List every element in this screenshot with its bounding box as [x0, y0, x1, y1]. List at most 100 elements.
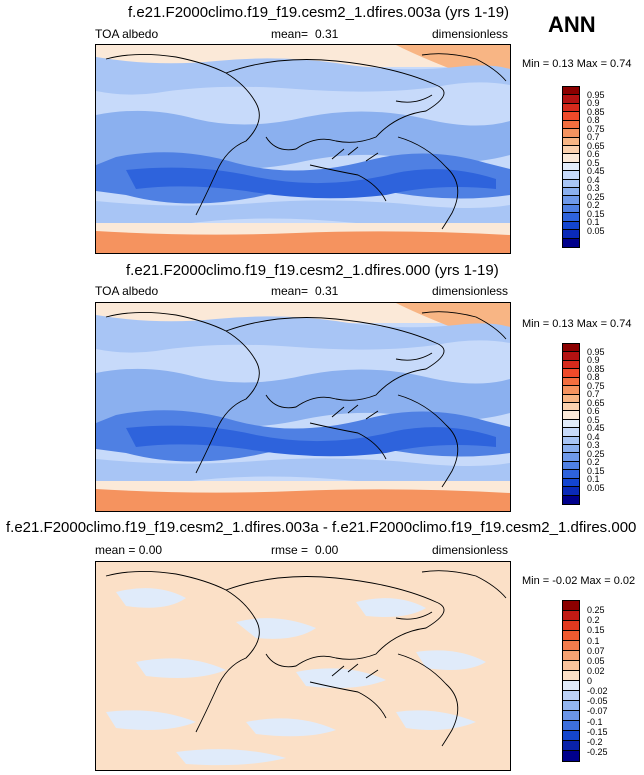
colorbar-tick-label: -0.2: [587, 736, 603, 747]
panel-3-colorbar: [562, 600, 580, 762]
colorbar-swatch: [563, 137, 579, 146]
panel-2-title: f.e21.F2000climo.f19_f19.cesm2_1.dfires.…: [126, 262, 499, 279]
colorbar-tick-label: 0.85: [587, 106, 605, 117]
colorbar-tick-label: 0.95: [587, 89, 605, 100]
colorbar-tick-label: 0.5: [587, 414, 600, 425]
panel-1-mean-value: 0.31: [315, 27, 339, 41]
colorbar-swatch: [563, 487, 579, 496]
colorbar-swatch: [563, 411, 579, 420]
colorbar-swatch: [563, 751, 579, 761]
colorbar-tick-label: 0.65: [587, 140, 605, 151]
panel-2-mean-value: 0.31: [315, 284, 339, 298]
colorbar-swatch: [563, 428, 579, 437]
panel-1-units: dimensionless: [432, 27, 509, 41]
colorbar-swatch: [563, 386, 579, 395]
panel-1-minmax: Min = 0.13 Max = 0.74: [522, 58, 632, 70]
colorbar-tick-label: 0.45: [587, 166, 605, 177]
colorbar-tick-label: 0.7: [587, 132, 600, 143]
colorbar-tick-label: 0.9: [587, 98, 600, 109]
colorbar-swatch: [563, 377, 579, 387]
colorbar-swatch: [563, 478, 579, 488]
colorbar-tick-label: 0.5: [587, 157, 600, 168]
colorbar-swatch: [563, 461, 579, 471]
colorbar-swatch: [563, 87, 579, 96]
colorbar-tick-label: -0.07: [587, 706, 608, 717]
colorbar-swatch: [563, 145, 579, 155]
colorbar-tick-label: 0.2: [587, 200, 600, 211]
colorbar-tick-label: -0.25: [587, 746, 608, 757]
colorbar-tick-label: 0.9: [587, 355, 600, 366]
colorbar-swatch: [563, 213, 579, 222]
colorbar-tick-label: 0.3: [587, 183, 600, 194]
colorbar-tick-label: 0.1: [587, 217, 600, 228]
panel-1-map: [95, 44, 511, 254]
colorbar-swatch: [563, 453, 579, 462]
colorbar-tick-label: 0: [587, 676, 593, 686]
colorbar-tick-label: 0.6: [587, 406, 600, 417]
colorbar-tick-label: 0.07: [587, 645, 605, 656]
colorbar-swatch: [563, 188, 579, 197]
panel-1-variable: TOA albedo: [95, 27, 159, 41]
panel-3-title: f.e21.F2000climo.f19_f19.cesm2_1.dfires.…: [6, 519, 637, 536]
colorbar-tick-label: 0.8: [587, 372, 600, 383]
colorbar-swatch: [563, 419, 579, 429]
panel-1-title: f.e21.F2000climo.f19_f19.cesm2_1.dfires.…: [128, 4, 510, 21]
colorbar-swatch: [563, 129, 579, 138]
panel-3-mean: mean = 0.00: [95, 543, 163, 557]
colorbar-tick-label: 0.02: [587, 665, 605, 676]
colorbar-tick-label: 0.75: [587, 123, 605, 134]
colorbar-swatch: [563, 611, 579, 621]
panel-3-map: [95, 561, 511, 771]
colorbar-tick-label: 0.25: [587, 605, 605, 616]
colorbar-tick-label: 0.05: [587, 655, 605, 666]
panel-2-colorbar: [562, 343, 580, 505]
colorbar-swatch: [563, 230, 579, 239]
colorbar-tick-label: 0.3: [587, 440, 600, 451]
colorbar-swatch: [563, 162, 579, 172]
colorbar-tick-label: 0.85: [587, 363, 605, 374]
colorbar-tick-label: 0.95: [587, 346, 605, 357]
colorbar-swatch: [563, 360, 579, 370]
colorbar-swatch: [563, 352, 579, 361]
colorbar-swatch: [563, 731, 579, 741]
colorbar-swatch: [563, 238, 579, 247]
panel-2-map: [95, 302, 511, 512]
colorbar-tick-label: 0.2: [587, 457, 600, 468]
colorbar-swatch: [563, 445, 579, 454]
colorbar-swatch: [563, 120, 579, 130]
panel-1-colorbar: [562, 86, 580, 248]
colorbar-tick-label: 0.4: [587, 431, 600, 442]
colorbar-swatch: [563, 641, 579, 651]
panel-2-variable: TOA albedo: [95, 284, 159, 298]
colorbar-swatch: [563, 671, 579, 681]
colorbar-tick-label: 0.45: [587, 423, 605, 434]
colorbar-tick-label: 0.05: [587, 482, 605, 493]
colorbar-swatch: [563, 601, 579, 611]
colorbar-swatch: [563, 204, 579, 214]
colorbar-swatch: [563, 741, 579, 751]
colorbar-swatch: [563, 721, 579, 731]
colorbar-tick-label: -0.02: [587, 686, 608, 697]
colorbar-tick-label: -0.05: [587, 696, 608, 707]
colorbar-tick-label: 0.1: [587, 474, 600, 485]
colorbar-swatch: [563, 436, 579, 446]
colorbar-swatch: [563, 179, 579, 189]
colorbar-swatch: [563, 621, 579, 631]
colorbar-swatch: [563, 369, 579, 378]
colorbar-tick-label: 0.05: [587, 225, 605, 236]
colorbar-tick-label: 0.15: [587, 465, 605, 476]
colorbar-swatch: [563, 221, 579, 231]
panel-3-rmse-value: 0.00: [315, 543, 339, 557]
colorbar-swatch: [563, 394, 579, 403]
colorbar-tick-label: 0.25: [587, 448, 605, 459]
colorbar-tick-label: -0.15: [587, 726, 608, 737]
colorbar-tick-label: 0.75: [587, 380, 605, 391]
panel-1-mean-label: mean=: [271, 27, 309, 41]
colorbar-tick-label: 0.65: [587, 397, 605, 408]
colorbar-swatch: [563, 711, 579, 721]
colorbar-swatch: [563, 691, 579, 701]
colorbar-swatch: [563, 470, 579, 479]
colorbar-tick-label: 0.25: [587, 191, 605, 202]
colorbar-swatch: [563, 701, 579, 711]
panel-2-mean-label: mean=: [271, 284, 309, 298]
